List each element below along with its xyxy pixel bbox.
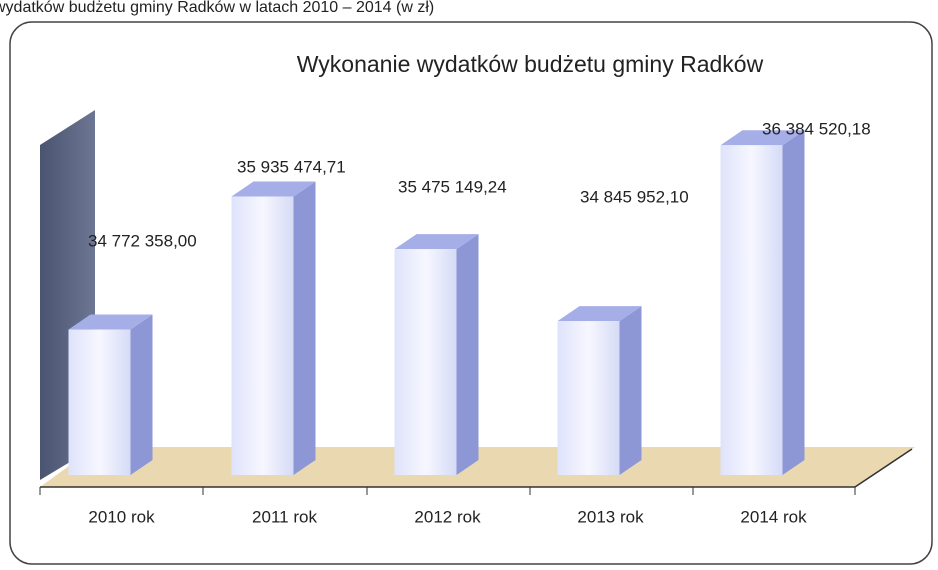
bar-side [619,306,642,475]
bar [231,196,294,475]
value-label: 36 384 520,18 [762,119,871,138]
x-ticks [39,487,856,495]
value-label: 34 845 952,10 [580,187,689,206]
bar-side [293,181,316,475]
bar-top [557,306,642,322]
bar-top [720,130,805,146]
floor-edge [854,448,913,488]
x-tick-label: 2010 rok [88,507,155,526]
value-label: 35 935 474,71 [237,157,346,176]
bar-top [394,234,479,250]
x-tick-label: 2014 rok [740,507,807,526]
bar-top [231,181,316,197]
x-tick-label: 2011 rok [252,507,317,526]
bar [557,321,620,475]
chart-frame [9,21,933,565]
bar-side [782,130,805,475]
x-tick-label: 2013 rok [577,507,644,526]
x-tick-label: 2012 rok [414,507,481,526]
bar-side [130,314,153,475]
bar-side [456,234,479,475]
value-label: 34 772 358,00 [88,231,197,250]
value-label: 35 475 149,24 [398,177,507,196]
bar [394,249,457,475]
bar [68,329,131,475]
bar-top [68,314,153,330]
caption: wydatków budżetu gminy Radków w latach 2… [0,0,434,16]
bar [720,145,783,475]
chart-title: Wykonanie wydatków budżetu gminy Radków [297,51,764,77]
